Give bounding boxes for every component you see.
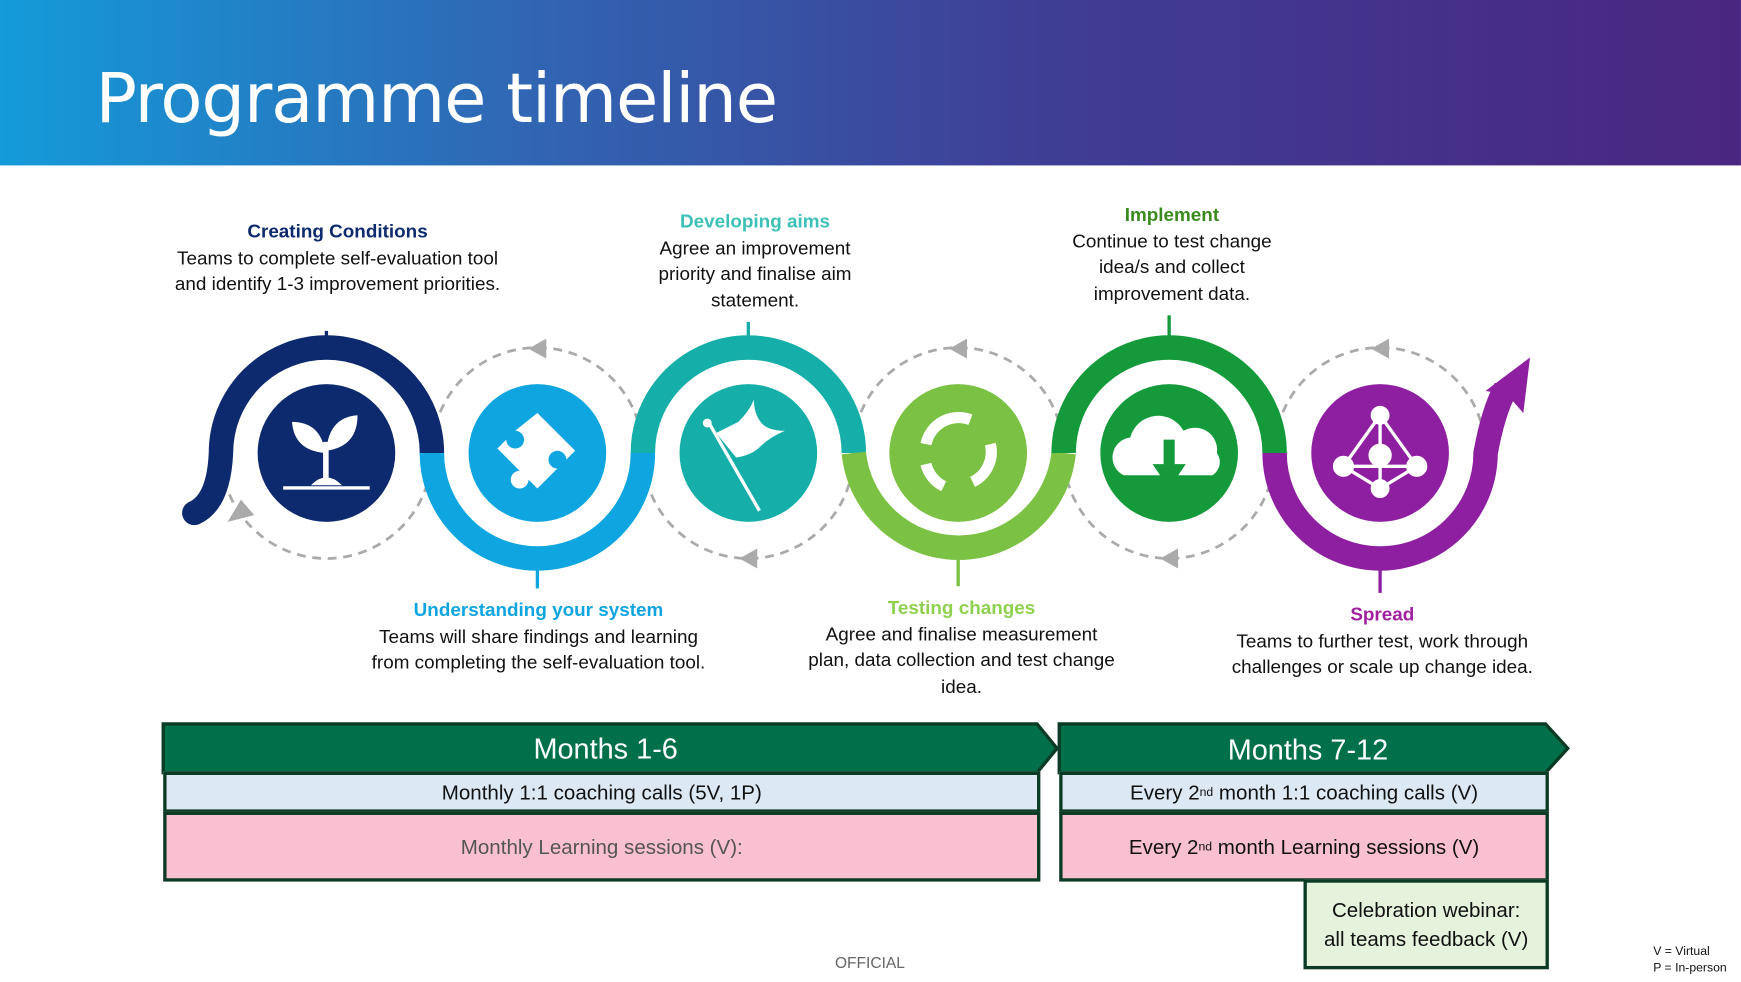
- end-arrowhead-icon: [1485, 357, 1530, 414]
- phase-1-header: Months 1-6: [533, 731, 678, 765]
- classification-label: OFFICIAL: [834, 953, 905, 972]
- stage-heading: Developing aims: [679, 210, 831, 233]
- snake-segment-6: [1262, 382, 1517, 571]
- phase-1-coaching: Monthly 1:1 coaching calls (5V, 1P): [163, 771, 1041, 813]
- stage-creating-conditions: Creating Conditions Teams to complete se…: [171, 219, 504, 297]
- timeline-diagram: [182, 315, 1530, 593]
- stage-implement: Implement Continue to test change idea/s…: [1053, 202, 1292, 306]
- cycle-arrowhead-icon: [528, 338, 547, 359]
- legend-item: P = In-person: [1653, 961, 1727, 975]
- text: all teams feedback (V): [1323, 926, 1529, 950]
- stage-understanding-system: Understanding your system Teams will sha…: [362, 597, 715, 675]
- snake-segment-5: [1051, 335, 1287, 454]
- text: month 1:1 coaching calls (V): [1213, 779, 1479, 804]
- text: nd: [1198, 839, 1213, 854]
- stage-description: Teams to further test, work through chal…: [1231, 630, 1533, 678]
- snake-segment-2: [419, 452, 656, 571]
- stage-description: Teams will share findings and learning f…: [371, 625, 706, 673]
- phase-1-learning: Monthly Learning sessions (V):: [163, 811, 1041, 882]
- stage-spread: Spread Teams to further test, work throu…: [1215, 602, 1550, 680]
- page-title: Programme timeline: [95, 57, 778, 139]
- header-banner: [0, 0, 1741, 166]
- stage-description: Agree an improvement priority and finali…: [658, 237, 852, 311]
- cycle-arrowhead-icon: [739, 548, 758, 569]
- phase-2-header: Months 7-12: [1227, 732, 1389, 766]
- flag-icon: [702, 399, 785, 512]
- text: Every 2: [1129, 779, 1200, 804]
- celebration-webinar: Celebration webinar: all teams feedback …: [1303, 879, 1549, 970]
- text: month Learning sessions (V): [1212, 834, 1480, 858]
- snake-segment-3: [630, 335, 867, 454]
- cycle-arrowhead-icon: [1371, 338, 1389, 359]
- stage-heading: Creating Conditions: [247, 220, 428, 243]
- cycle-arrowhead-icon: [1160, 548, 1179, 569]
- stage-description: Agree and finalise measurement plan, dat…: [808, 623, 1115, 697]
- stage-developing-aims: Developing aims Agree an improvement pri…: [637, 209, 872, 313]
- snake-segment-1: [182, 335, 445, 526]
- stage-testing-changes: Testing changes Agree and finalise measu…: [808, 595, 1114, 699]
- stage-heading: Understanding your system: [413, 599, 664, 621]
- seedling-icon: [283, 415, 370, 490]
- stage-heading: Testing changes: [887, 597, 1036, 619]
- stage-4-circle: [889, 384, 1028, 522]
- cycle-arrowhead-icon: [227, 499, 255, 522]
- stage-description: Teams to complete self-evaluation tool a…: [174, 247, 501, 295]
- stage-heading: Spread: [1350, 604, 1415, 626]
- snake-segment-4: [841, 451, 1076, 560]
- text: Every 2: [1128, 834, 1199, 858]
- stage-heading: Implement: [1124, 204, 1220, 226]
- network-icon: [1332, 405, 1428, 498]
- puzzle-piece-icon: [497, 413, 576, 489]
- cloud-download-icon: [1112, 415, 1220, 489]
- cycle-arrowhead-icon: [949, 338, 968, 359]
- legend-item: V = Virtual: [1653, 944, 1710, 959]
- stage-description: Continue to test change idea/s and colle…: [1072, 230, 1272, 304]
- legend: V = Virtual P = In-person: [1653, 944, 1726, 977]
- cycle-arrows-icon: [920, 412, 997, 492]
- text: Celebration webinar:: [1331, 897, 1521, 921]
- text: nd: [1199, 785, 1214, 799]
